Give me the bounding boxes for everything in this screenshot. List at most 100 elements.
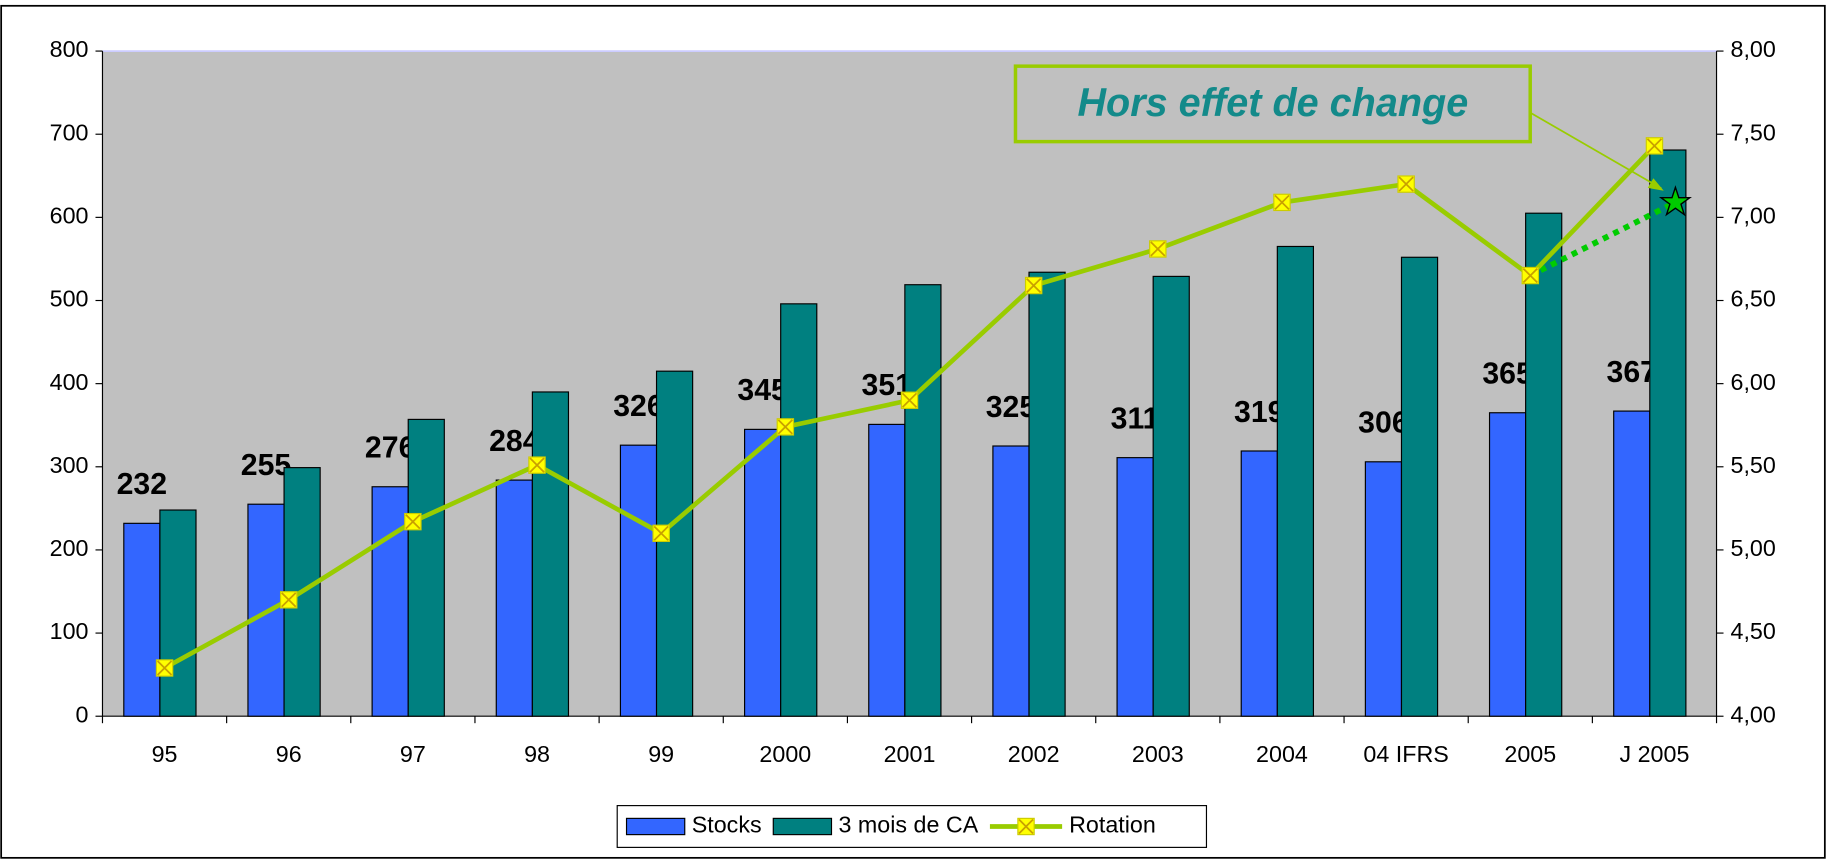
bar bbox=[1613, 410, 1651, 717]
y-tick-label: 0 bbox=[76, 701, 89, 727]
rotation-marker bbox=[1521, 266, 1540, 285]
annotation-star bbox=[1658, 185, 1692, 217]
marker-x bbox=[405, 514, 421, 530]
y-tick-label: 500 bbox=[50, 286, 89, 312]
y2-tick-label: 6,50 bbox=[1731, 286, 1776, 312]
marker-x bbox=[777, 419, 793, 435]
bar bbox=[1525, 212, 1563, 717]
marker-x bbox=[1018, 818, 1034, 835]
y2-tick-label: 4,00 bbox=[1731, 701, 1776, 727]
y2-tick-label: 5,00 bbox=[1731, 535, 1776, 561]
data-label: 367 bbox=[1606, 356, 1657, 389]
data-label: 326 bbox=[613, 390, 664, 423]
legend-label: 3 mois de CA bbox=[838, 812, 978, 838]
y2-tick-label: 4,50 bbox=[1731, 618, 1776, 644]
annotation-box bbox=[1013, 64, 1532, 144]
data-label: 306 bbox=[1358, 407, 1409, 440]
rotation-marker bbox=[155, 659, 174, 677]
bar bbox=[531, 391, 570, 717]
y-tick-label: 400 bbox=[50, 369, 89, 395]
annotation-arrow bbox=[1529, 111, 1662, 190]
x-tick-label: 04 IFRS bbox=[1363, 741, 1448, 767]
legend-marker bbox=[1017, 817, 1035, 836]
y-tick-label: 100 bbox=[50, 618, 89, 644]
y2-tick-label: 6,00 bbox=[1731, 369, 1776, 395]
bar bbox=[1028, 271, 1066, 717]
data-label: 232 bbox=[117, 468, 168, 501]
annotation-text: Hors effet de change bbox=[1077, 81, 1468, 125]
marker-x bbox=[1522, 267, 1538, 284]
y2-tick-label: 5,50 bbox=[1731, 452, 1776, 478]
marker-x bbox=[1150, 241, 1166, 257]
bar bbox=[1488, 412, 1527, 717]
bar bbox=[1364, 461, 1403, 717]
legend-label: Stocks bbox=[692, 812, 762, 838]
bar bbox=[123, 522, 161, 717]
bar bbox=[1152, 275, 1190, 717]
x-tick-label: 2004 bbox=[1256, 741, 1308, 767]
bar bbox=[868, 423, 906, 717]
marker-x bbox=[156, 660, 173, 676]
legend-swatch bbox=[625, 817, 686, 836]
legend-label: Rotation bbox=[1069, 812, 1156, 838]
bar bbox=[495, 479, 533, 717]
rotation-marker bbox=[404, 512, 422, 531]
y-tick-label: 200 bbox=[50, 535, 89, 561]
y-tick-label: 800 bbox=[50, 36, 89, 62]
rotation-marker bbox=[279, 591, 298, 609]
marker-x bbox=[1646, 138, 1663, 154]
x-tick-label: 99 bbox=[648, 741, 674, 767]
marker-x bbox=[281, 592, 297, 608]
rotation-marker bbox=[900, 391, 919, 409]
data-label: 365 bbox=[1482, 358, 1533, 391]
marker-x bbox=[1026, 277, 1042, 294]
rotation-marker bbox=[528, 456, 546, 474]
y2-tick-label: 7,50 bbox=[1731, 119, 1776, 145]
x-tick-label: 95 bbox=[152, 741, 178, 767]
arrow-head bbox=[1647, 178, 1664, 191]
bar bbox=[619, 444, 658, 717]
bar bbox=[744, 428, 782, 717]
rotation-marker bbox=[776, 418, 795, 436]
bar bbox=[1240, 450, 1278, 717]
data-label: 319 bbox=[1234, 396, 1285, 429]
bar bbox=[407, 418, 445, 717]
legend-box bbox=[616, 805, 1208, 848]
annotation-line bbox=[1528, 199, 1677, 279]
y-tick-label: 600 bbox=[50, 203, 89, 229]
rotation-marker bbox=[652, 524, 670, 543]
bar bbox=[371, 486, 409, 717]
marker-x bbox=[1274, 194, 1290, 210]
x-tick-label: 2001 bbox=[884, 741, 936, 767]
marker-x bbox=[901, 392, 918, 408]
rotation-marker bbox=[1273, 193, 1291, 212]
x-tick-label: 97 bbox=[400, 741, 426, 767]
x-tick-label: 2003 bbox=[1132, 741, 1184, 767]
x-tick-label: J 2005 bbox=[1619, 741, 1689, 767]
bar bbox=[1649, 149, 1687, 717]
data-label: 325 bbox=[986, 391, 1037, 424]
data-label: 276 bbox=[365, 432, 416, 465]
y2-tick-label: 8,00 bbox=[1731, 36, 1776, 62]
data-label: 311 bbox=[1111, 403, 1160, 436]
bar bbox=[992, 445, 1030, 717]
legend-swatch bbox=[772, 817, 833, 836]
marker-x bbox=[529, 457, 545, 473]
marker-x bbox=[1398, 176, 1414, 192]
bar bbox=[159, 509, 197, 717]
marker-x bbox=[653, 525, 669, 541]
x-tick-label: 2002 bbox=[1008, 741, 1060, 767]
rotation-marker bbox=[1645, 137, 1664, 155]
x-tick-label: 98 bbox=[524, 741, 550, 767]
bar bbox=[1276, 245, 1315, 717]
data-label: 284 bbox=[489, 425, 540, 458]
x-tick-label: 2000 bbox=[759, 741, 811, 767]
rotation-marker bbox=[1024, 276, 1043, 295]
bar bbox=[1116, 457, 1154, 717]
bar bbox=[1400, 256, 1439, 717]
x-tick-label: 2005 bbox=[1504, 741, 1556, 767]
bar bbox=[904, 284, 942, 717]
bar bbox=[655, 370, 694, 717]
y-tick-label: 700 bbox=[50, 119, 89, 145]
